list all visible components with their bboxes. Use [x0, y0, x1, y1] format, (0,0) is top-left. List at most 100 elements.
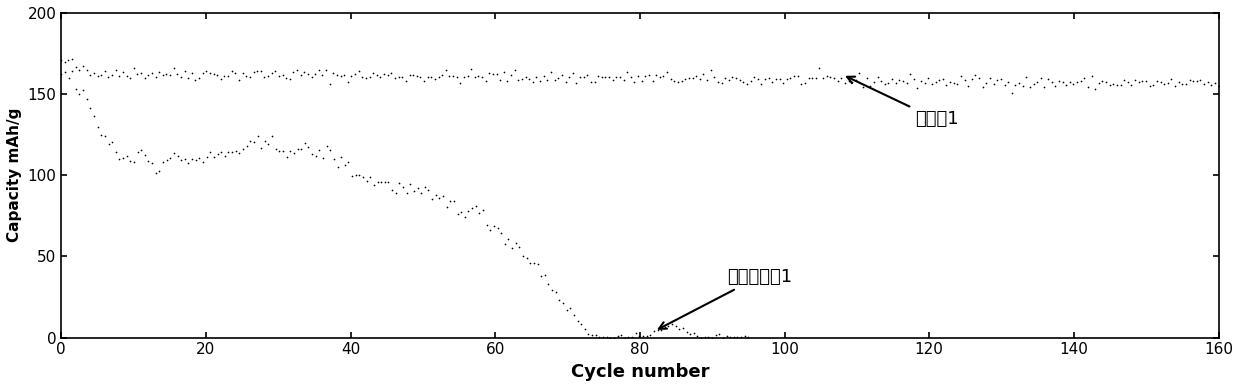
Point [388, 74, 408, 80]
Point [693, 71, 713, 77]
Point [81, 105, 100, 111]
Point [588, 73, 608, 79]
Point [327, 164, 347, 170]
Point [1060, 79, 1080, 85]
Point [284, 149, 304, 156]
Point [1068, 79, 1087, 85]
Point [980, 74, 999, 81]
Point [702, 334, 722, 341]
Point [186, 157, 206, 163]
Point [998, 79, 1018, 85]
Point [345, 71, 365, 77]
Point [484, 71, 503, 78]
Point [69, 91, 89, 97]
Point [1078, 84, 1097, 90]
Point [582, 331, 601, 338]
Point [66, 64, 86, 70]
Point [410, 74, 430, 80]
Point [164, 64, 184, 71]
Point [698, 334, 718, 341]
Point [658, 323, 678, 329]
Point [521, 260, 541, 266]
Point [632, 78, 652, 85]
Y-axis label: Capacity mAh/g: Capacity mAh/g [7, 108, 22, 242]
Point [374, 179, 394, 185]
Point [763, 80, 782, 86]
Point [153, 159, 172, 165]
Point [88, 124, 108, 130]
Point [117, 73, 136, 79]
Point [237, 143, 257, 149]
Point [1140, 83, 1159, 89]
Point [102, 139, 122, 146]
Point [650, 74, 670, 80]
Point [102, 72, 122, 78]
Point [885, 80, 905, 87]
Point [549, 297, 569, 303]
Point [455, 214, 475, 220]
Point [878, 80, 898, 86]
Point [490, 77, 510, 83]
Point [269, 148, 289, 154]
Point [290, 72, 310, 78]
Point [397, 190, 417, 196]
Point [444, 198, 464, 204]
Point [600, 334, 620, 341]
Point [197, 154, 217, 160]
Point [139, 158, 159, 164]
Point [574, 74, 594, 80]
Point [241, 73, 260, 80]
Point [644, 328, 663, 334]
Point [712, 80, 732, 86]
Point [505, 67, 525, 73]
Point [689, 76, 709, 82]
Point [182, 70, 202, 76]
Point [284, 69, 304, 75]
Point [634, 333, 653, 339]
Point [538, 281, 558, 287]
Point [105, 149, 125, 155]
Point [1121, 82, 1141, 88]
Point [846, 77, 866, 83]
Point [875, 81, 895, 87]
Point [1115, 77, 1135, 83]
Point [787, 73, 807, 80]
Point [241, 138, 260, 144]
Point [622, 334, 642, 340]
Point [237, 73, 257, 79]
Point [744, 74, 764, 80]
Point [250, 68, 270, 74]
Point [1071, 78, 1091, 84]
Point [595, 74, 615, 80]
Point [433, 72, 453, 78]
Point [596, 334, 616, 340]
Point [661, 76, 681, 83]
Point [248, 133, 268, 139]
Point [940, 80, 960, 86]
Point [454, 73, 474, 80]
Point [813, 75, 833, 81]
Point [970, 75, 990, 81]
Point [84, 70, 104, 76]
Point [563, 70, 583, 76]
Point [864, 79, 884, 85]
Point [512, 76, 532, 82]
Point [599, 74, 619, 80]
Point [193, 159, 213, 166]
Point [1096, 79, 1116, 85]
Point [1190, 76, 1210, 83]
Point [55, 69, 74, 75]
Point [392, 74, 412, 80]
Point [610, 74, 630, 80]
Point [589, 334, 609, 340]
Point [777, 76, 797, 82]
Point [331, 73, 351, 79]
Point [356, 75, 376, 81]
Point [393, 184, 413, 191]
Point [626, 330, 646, 336]
Point [342, 173, 362, 179]
Point [160, 73, 180, 79]
Point [190, 155, 210, 161]
Point [73, 87, 93, 93]
Point [625, 79, 645, 85]
